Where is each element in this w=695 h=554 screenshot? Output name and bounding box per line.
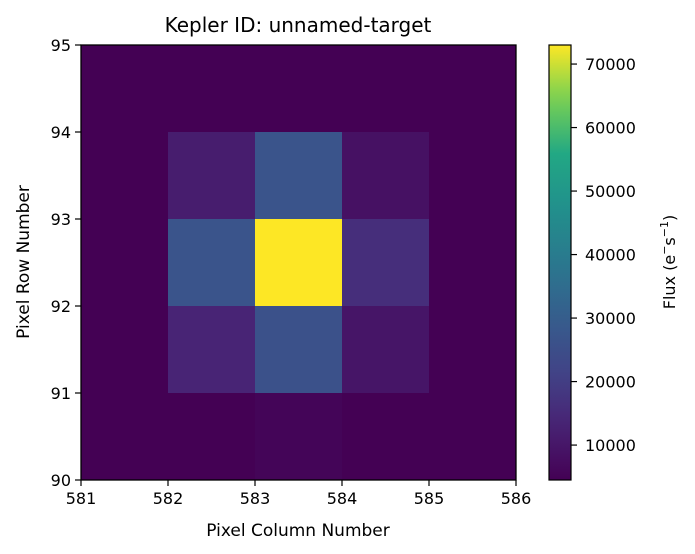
x-tick-label: 586 [501, 489, 532, 508]
colorbar-tick-label: 50000 [585, 182, 636, 201]
heatmap-cell [342, 132, 430, 220]
heatmap-cell [168, 45, 256, 133]
heatmap-cell [255, 45, 343, 133]
plot-frame [80, 44, 517, 481]
heatmap-cell [168, 393, 256, 481]
heatmap-cell [81, 306, 169, 394]
x-tick-label: 582 [153, 489, 184, 508]
heatmap-cell [429, 45, 517, 133]
y-tick-label: 94 [51, 123, 71, 142]
heatmap-cell [255, 306, 343, 394]
x-tick-label: 581 [66, 489, 97, 508]
colorbar-tick-label: 40000 [585, 246, 636, 265]
colorbar-label: Flux (e−s−1) [658, 215, 679, 309]
heatmap-cell [81, 219, 169, 307]
heatmap-cell [81, 132, 169, 220]
x-tick-label: 585 [414, 489, 445, 508]
heatmap-cell [81, 393, 169, 481]
heatmap-cell [429, 219, 517, 307]
heatmap-cell [81, 45, 169, 133]
colorbar-tick-label: 70000 [585, 55, 636, 74]
heatmap-cell [255, 132, 343, 220]
heatmap-cell [168, 219, 256, 307]
heatmap-cell [429, 306, 517, 394]
colorbar-ticks: 10000 20000 30000 40000 50000 60000 70000 [571, 55, 636, 455]
heatmap-cell [342, 393, 430, 481]
y-tick-label: 90 [51, 471, 71, 490]
heatmap-cell [429, 393, 517, 481]
heatmap-cell [342, 219, 430, 307]
x-tick-label: 583 [240, 489, 271, 508]
y-axis-label: Pixel Row Number [14, 185, 34, 339]
y-tick-label: 91 [51, 384, 71, 403]
heatmap-cell [168, 132, 256, 220]
x-axis-label: Pixel Column Number [206, 521, 390, 541]
heatmap-cells [81, 45, 517, 481]
colorbar [548, 44, 572, 481]
chart-title: Kepler ID: unnamed-target [165, 13, 432, 37]
colorbar-tick-label: 60000 [585, 119, 636, 138]
heatmap-cell [168, 306, 256, 394]
colorbar-tick-label: 10000 [585, 436, 636, 455]
heatmap-cell [342, 45, 430, 133]
colorbar-tick-label: 30000 [585, 309, 636, 328]
y-axis-ticks: 90 91 92 93 94 95 [51, 36, 81, 490]
x-tick-label: 584 [327, 489, 358, 508]
x-axis-ticks: 581 582 583 584 585 586 [66, 480, 532, 508]
heatmap-cell [342, 306, 430, 394]
heatmap-cell [429, 132, 517, 220]
y-tick-label: 93 [51, 210, 71, 229]
colorbar-tick-label: 20000 [585, 373, 636, 392]
heatmap-cell [255, 219, 343, 307]
y-tick-label: 92 [51, 297, 71, 316]
heatmap-cell [255, 393, 343, 481]
y-tick-label: 95 [51, 36, 71, 55]
